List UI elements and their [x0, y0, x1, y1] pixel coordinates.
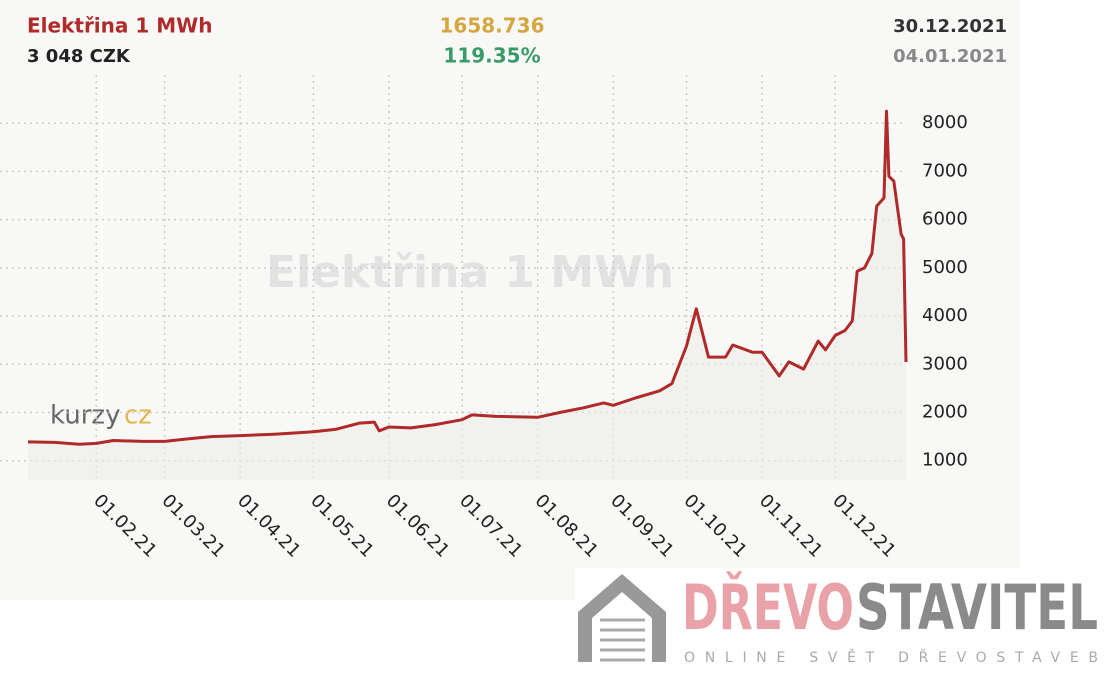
index: 1658.736 — [439, 14, 544, 38]
change: 119.35% — [443, 44, 540, 68]
logo-kurzy: kurzy — [50, 401, 120, 431]
y-tick-label: 3000 — [922, 353, 968, 374]
brand-b: STAVITEL — [856, 571, 1098, 644]
watermark: Elektřina 1 MWh — [266, 247, 674, 298]
y-tick-label: 1000 — [922, 450, 968, 471]
brand-logo: DŘEVO STAVITEL ONLINE SVĚT DŘEVOSTAVEB — [575, 568, 1107, 678]
y-tick-label: 8000 — [922, 112, 968, 133]
y-tick-label: 7000 — [922, 160, 968, 181]
y-tick-label: 5000 — [922, 257, 968, 278]
title: Elektřina 1 MWh — [27, 14, 212, 38]
y-tick-label: 4000 — [922, 305, 968, 326]
brand-a: DŘEVO — [682, 571, 854, 644]
price: 3 048 CZK — [27, 46, 131, 67]
chart-background — [0, 0, 1020, 600]
logo-cz: cz — [124, 401, 152, 431]
date-start: 04.01.2021 — [893, 46, 1007, 67]
house-stripes — [600, 618, 645, 662]
y-tick-label: 6000 — [922, 209, 968, 230]
house-icon — [578, 574, 666, 662]
area — [28, 111, 906, 480]
date-end: 30.12.2021 — [893, 16, 1007, 37]
y-tick-label: 2000 — [922, 402, 968, 423]
line — [27, 109, 908, 446]
